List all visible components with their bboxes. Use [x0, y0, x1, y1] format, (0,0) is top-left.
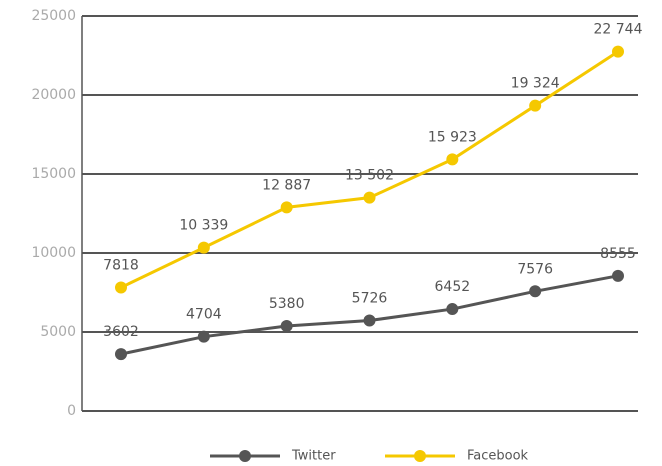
point [363, 314, 376, 327]
point [197, 330, 210, 343]
point [280, 201, 293, 214]
legend-marker [239, 450, 251, 462]
value-label: 5726 [352, 291, 388, 307]
point [280, 319, 293, 332]
y-tick-label: 0 [67, 403, 76, 419]
value-label: 7818 [103, 257, 139, 273]
point [197, 241, 210, 254]
value-label: 10 339 [179, 218, 228, 234]
point [363, 191, 376, 204]
point [612, 269, 624, 282]
value-label: 13 502 [345, 168, 394, 184]
value-label: 6452 [435, 279, 471, 295]
value-label: 4704 [186, 307, 222, 323]
point [115, 348, 127, 361]
legend-marker [414, 450, 426, 462]
legend-label: Facebook [467, 449, 529, 464]
y-tick-label: 5000 [40, 324, 76, 340]
point [529, 285, 542, 298]
value-label: 22 744 [594, 22, 643, 38]
value-label: 15 923 [428, 129, 477, 145]
value-label: 19 324 [511, 76, 560, 92]
value-label: 3602 [103, 324, 139, 340]
point [446, 303, 459, 316]
y-tick-label: 10000 [31, 245, 76, 261]
y-tick-label: 25000 [31, 8, 76, 24]
point [446, 153, 459, 166]
value-label: 7576 [517, 261, 553, 277]
y-tick-label: 15000 [31, 166, 76, 182]
point [612, 45, 624, 58]
value-label: 8555 [600, 246, 636, 262]
value-label: 12 887 [262, 177, 311, 193]
legend-label: Twitter [291, 449, 336, 464]
point [529, 99, 542, 112]
value-label: 5380 [269, 296, 305, 312]
y-tick-label: 20000 [31, 87, 76, 103]
point [115, 281, 127, 294]
